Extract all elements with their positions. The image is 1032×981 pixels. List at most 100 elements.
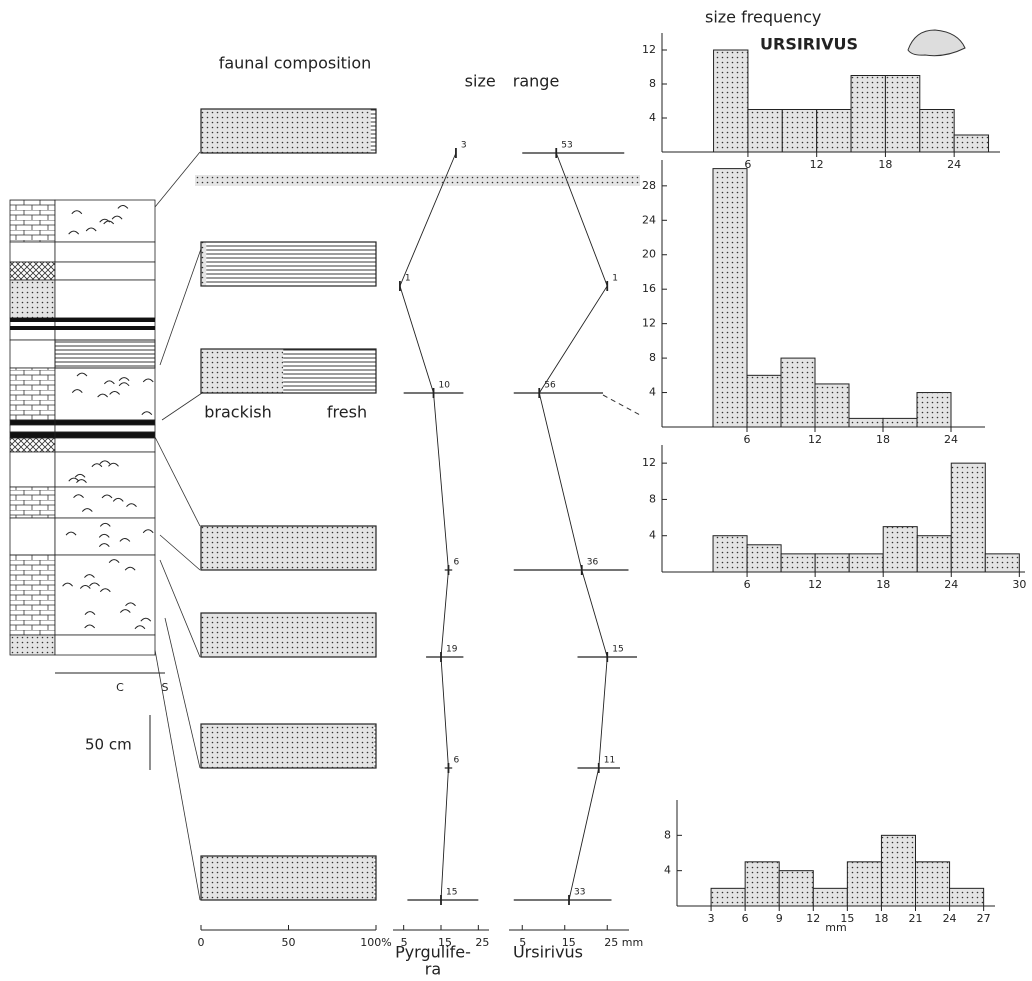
x-tick-label: 50: [282, 936, 296, 949]
histogram-bar: [779, 871, 813, 906]
histogram-bar: [851, 76, 885, 153]
histogram-bar: [954, 135, 988, 152]
x-tick-label: 5: [519, 936, 526, 949]
histogram-bar: [813, 888, 847, 906]
x-tick-label: 15: [562, 936, 576, 949]
chart-title: faunal composition: [219, 54, 372, 73]
bed: [55, 340, 155, 368]
x-tick-label: 25 mm: [604, 936, 643, 949]
link-line: [155, 437, 200, 526]
histogram-bar: [714, 50, 748, 152]
x-tick-label: 15: [438, 936, 452, 949]
x-tick-label: 25: [475, 936, 489, 949]
bed: [10, 318, 155, 322]
figure: C S 50 cm faunal composition brackish fr…: [0, 0, 1032, 981]
x-tick-label: 12: [806, 912, 820, 925]
bed: [10, 368, 55, 420]
sample-size: 1: [612, 274, 618, 284]
y-tick-label: 12: [642, 456, 656, 469]
bed: [55, 242, 155, 262]
link-line: [165, 618, 200, 768]
x-tick-label: 12: [808, 433, 822, 446]
bed: [55, 200, 155, 242]
shell-icon: [908, 30, 965, 56]
y-tick-label: 4: [649, 386, 656, 399]
histogram-bar: [849, 418, 883, 427]
y-tick-label: 8: [649, 492, 656, 505]
bar-segment: [201, 109, 371, 153]
bed: [55, 368, 155, 420]
bar-segment: [206, 242, 376, 286]
histogram-bar: [815, 554, 849, 572]
x-tick-label: 18: [876, 578, 890, 591]
x-tick-label: 18: [878, 158, 892, 171]
mean-line: [539, 153, 607, 900]
bed: [10, 326, 155, 330]
histogram-bar: [782, 110, 816, 153]
y-tick-label: 8: [649, 77, 656, 90]
sample-size: 36: [587, 558, 599, 568]
link-line: [160, 560, 200, 657]
histogram-bar: [747, 545, 781, 572]
x-tick-label: 12: [810, 158, 824, 171]
bar-segment: [283, 349, 376, 393]
bed: [10, 452, 55, 487]
scale-label: 50 cm: [85, 736, 132, 754]
x-tick-label: 24: [943, 912, 957, 925]
sample-size: 19: [446, 645, 458, 655]
bed: [10, 425, 55, 432]
legend-label: brackish: [204, 403, 272, 422]
histogram-bar: [950, 888, 984, 906]
link-line: [162, 393, 202, 420]
histogram-bar: [781, 358, 815, 427]
y-tick-label: 8: [649, 351, 656, 364]
chart-subtitle: URSIRIVUS: [760, 35, 858, 54]
y-tick-label: 24: [642, 213, 656, 226]
sample-size: 53: [561, 141, 572, 151]
y-tick-label: 8: [664, 828, 671, 841]
bed: [55, 420, 155, 425]
x-tick-label: 6: [742, 912, 749, 925]
y-tick-label: 4: [649, 529, 656, 542]
bar-segment: [201, 242, 206, 286]
x-tick-label: 18: [876, 433, 890, 446]
x-tick-label: 15: [840, 912, 854, 925]
x-tick-label: 27: [977, 912, 991, 925]
x-tick-label: 30: [1012, 578, 1026, 591]
axis-label: ra: [425, 960, 441, 979]
bed: [55, 555, 155, 635]
x-tick-label: 12: [808, 578, 822, 591]
sample-size: 15: [612, 645, 623, 655]
bar-segment: [371, 109, 376, 153]
histogram-bar: [748, 110, 782, 153]
y-tick-label: 12: [642, 317, 656, 330]
column-axis-label: C: [116, 681, 124, 694]
bed: [10, 432, 55, 438]
y-tick-label: 4: [664, 864, 671, 877]
y-tick-label: 12: [642, 43, 656, 56]
y-tick-label: 28: [642, 179, 656, 192]
histogram-bar: [985, 554, 1019, 572]
histogram-bar: [883, 527, 917, 572]
x-tick-label: 100%: [360, 936, 391, 949]
histogram-bar: [920, 110, 954, 153]
histogram-bar: [713, 536, 747, 572]
histogram-bar: [711, 888, 745, 906]
sample-size: 56: [544, 381, 556, 391]
bed: [10, 555, 55, 635]
histogram-bar: [713, 169, 747, 427]
column-axis-label: S: [162, 681, 169, 694]
x-tick-label: 5: [401, 936, 408, 949]
bed: [10, 262, 55, 280]
bed: [10, 340, 55, 368]
bed: [55, 438, 155, 452]
x-tick-label: 3: [708, 912, 715, 925]
histogram-bar: [881, 835, 915, 906]
sample-size: 15: [446, 888, 457, 898]
x-tick-label: 6: [744, 433, 751, 446]
histogram-bar: [815, 384, 849, 427]
histogram-bar: [916, 862, 950, 906]
bed: [10, 487, 55, 518]
bar-segment: [201, 856, 374, 900]
legend-label: fresh: [327, 403, 367, 422]
